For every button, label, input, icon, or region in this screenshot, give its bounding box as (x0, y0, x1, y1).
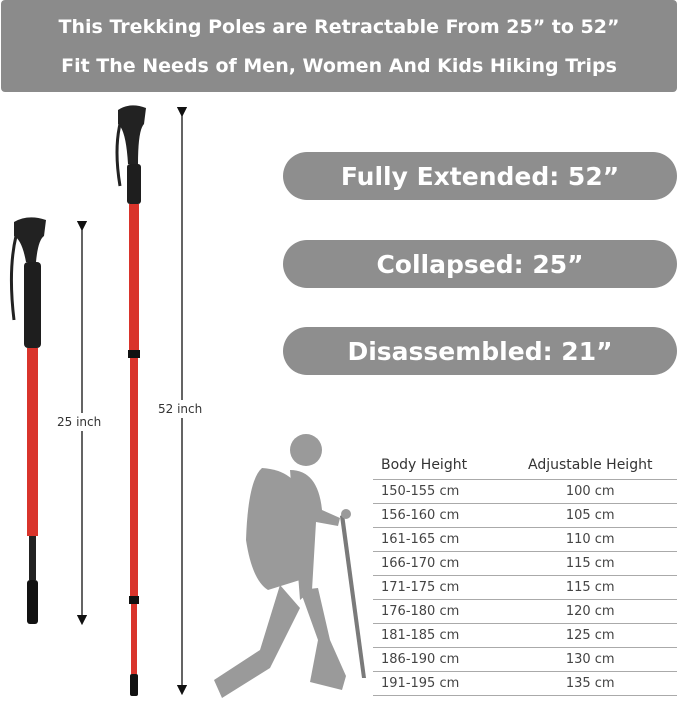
table-row: 161-165 cm 110 cm (373, 527, 677, 552)
table-row: 181-185 cm 125 cm (373, 623, 677, 648)
adjustable-height-cell: 105 cm (503, 503, 677, 528)
table-row: 176-180 cm 120 cm (373, 599, 677, 624)
adjustable-height-cell: 135 cm (503, 671, 677, 696)
body-height-cell: 171-175 cm (373, 575, 504, 600)
body-height-cell: 166-170 cm (373, 551, 504, 576)
table-row: 166-170 cm 115 cm (373, 551, 677, 576)
table-header-row: Body Height Adjustable Height (373, 450, 677, 480)
adjustable-height-cell: 125 cm (503, 623, 677, 648)
height-chart-table: Body Height Adjustable Height 150-155 cm… (373, 450, 677, 696)
body-height-cell: 181-185 cm (373, 623, 504, 648)
table-row: 171-175 cm 115 cm (373, 575, 677, 600)
collapsed-length-label: 25 inch (57, 413, 102, 431)
body-height-cell: 156-160 cm (373, 503, 504, 528)
hiker-silhouette (214, 434, 366, 698)
header-body-height: Body Height (373, 450, 504, 480)
table-row: 191-195 cm 135 cm (373, 671, 677, 696)
table-row: 186-190 cm 130 cm (373, 647, 677, 672)
adjustable-height-cell: 115 cm (503, 551, 677, 576)
collapsed-pole-image (9, 217, 46, 624)
body-height-cell: 150-155 cm (373, 479, 504, 504)
spec-fully-extended: Fully Extended: 52” (283, 152, 677, 200)
body-height-cell: 161-165 cm (373, 527, 504, 552)
adjustable-height-cell: 110 cm (503, 527, 677, 552)
body-height-cell: 176-180 cm (373, 599, 504, 624)
table-row: 156-160 cm 105 cm (373, 503, 677, 528)
extended-pole-image (115, 105, 146, 696)
title-banner: This Trekking Poles are Retractable From… (1, 0, 677, 92)
adjustable-height-cell: 130 cm (503, 647, 677, 672)
adjustable-height-cell: 120 cm (503, 599, 677, 624)
body-height-cell: 186-190 cm (373, 647, 504, 672)
extended-length-label: 52 inch (158, 400, 203, 418)
table-row: 150-155 cm 100 cm (373, 479, 677, 504)
adjustable-height-cell: 100 cm (503, 479, 677, 504)
adjustable-height-cell: 115 cm (503, 575, 677, 600)
body-height-cell: 191-195 cm (373, 671, 504, 696)
spec-collapsed: Collapsed: 25” (283, 240, 677, 288)
header-adjustable-height: Adjustable Height (503, 450, 677, 480)
banner-line-2: Fit The Needs of Men, Women And Kids Hik… (61, 55, 617, 77)
banner-line-1: This Trekking Poles are Retractable From… (58, 16, 620, 38)
spec-disassembled: Disassembled: 21” (283, 327, 677, 375)
